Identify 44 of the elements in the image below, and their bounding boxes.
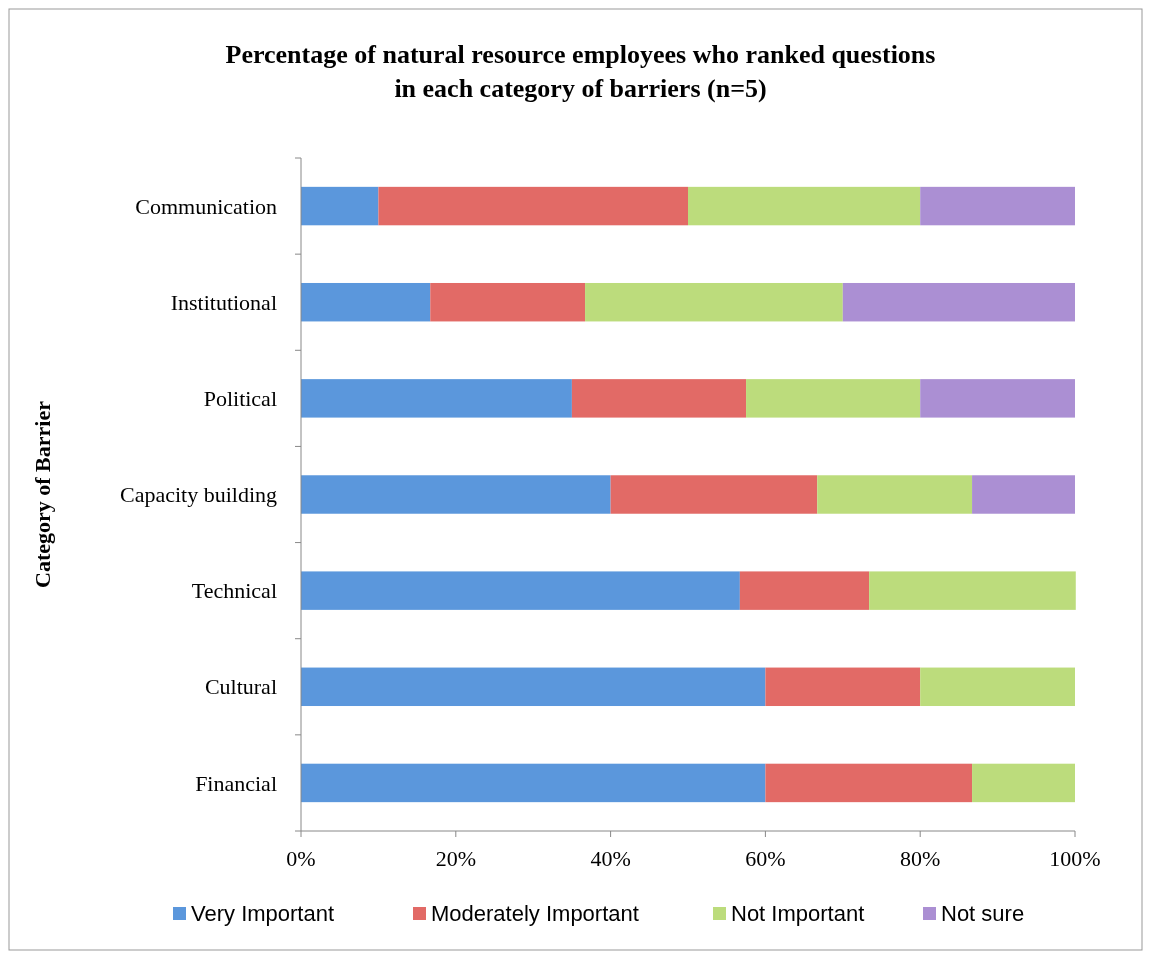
- x-tick-label: 100%: [1049, 846, 1101, 871]
- legend-label: Not Important: [731, 901, 865, 926]
- bar: [430, 282, 586, 322]
- bar: [688, 186, 921, 226]
- bar: [739, 571, 870, 610]
- bar: [765, 667, 921, 707]
- y-tick-label: Communication: [135, 193, 277, 219]
- legend-label: Not sure: [941, 901, 1025, 926]
- bar: [301, 282, 431, 322]
- bar: [817, 475, 973, 514]
- bar: [842, 282, 1075, 322]
- y-tick-label: Technical: [191, 578, 277, 604]
- bar: [301, 186, 379, 226]
- bar: [610, 475, 818, 514]
- x-tick-label: 0%: [286, 846, 316, 871]
- bar: [746, 379, 921, 418]
- bar: [301, 571, 740, 610]
- legend-label: Moderately Important: [431, 901, 639, 926]
- bar: [765, 763, 973, 803]
- x-tick-label: 40%: [590, 846, 631, 871]
- x-tick-label: 80%: [900, 846, 941, 871]
- bar: [972, 475, 1075, 514]
- bar: [571, 379, 747, 418]
- bar: [301, 475, 611, 514]
- bar: [585, 282, 843, 322]
- y-tick-label: Cultural: [204, 674, 277, 700]
- bar: [301, 379, 572, 418]
- x-tick-label: 60%: [745, 846, 786, 871]
- bar: [972, 763, 1075, 803]
- bar: [378, 186, 688, 226]
- bar: [301, 667, 766, 707]
- bar: [301, 763, 766, 803]
- bar: [869, 571, 1076, 610]
- bar: [920, 667, 1075, 707]
- y-tick-label: Institutional: [170, 289, 277, 315]
- bar: [920, 186, 1075, 226]
- y-axis-title: Category of Barrier: [30, 400, 55, 588]
- y-tick-label: Political: [203, 386, 277, 412]
- y-tick-label: Financial: [195, 770, 277, 796]
- chart-title: Percentage of natural resource employees who ranked questions in each category of barriers (n=5): [225, 40, 936, 103]
- y-tick-label: Capacity building: [119, 482, 277, 508]
- legend-label: Very Important: [191, 901, 335, 926]
- x-tick-label: 20%: [435, 846, 476, 871]
- bar: [920, 379, 1075, 418]
